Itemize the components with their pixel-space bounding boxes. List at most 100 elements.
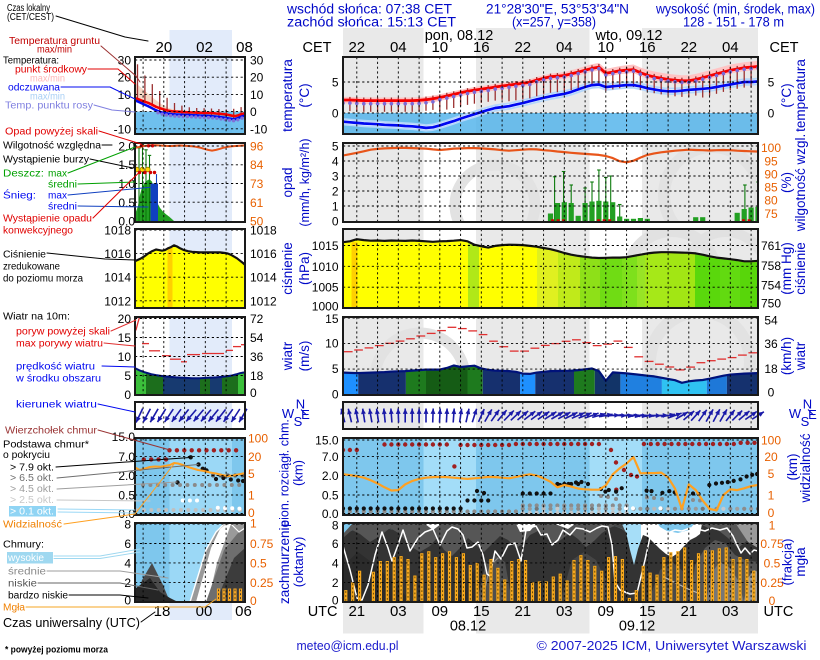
svg-text:0.0: 0.0: [322, 507, 339, 521]
svg-text:Temperatura:: Temperatura:: [3, 56, 59, 67]
svg-text:2.0: 2.0: [118, 140, 135, 154]
svg-text:konwekcyjnego: konwekcyjnego: [3, 226, 73, 237]
svg-text:6: 6: [332, 537, 339, 551]
svg-text:1: 1: [248, 489, 255, 503]
svg-text:20: 20: [156, 39, 173, 56]
svg-text:0: 0: [768, 386, 775, 400]
svg-text:90: 90: [764, 168, 778, 182]
svg-text:zachód słońca: 15:13 CET: zachód słońca: 15:13 CET: [287, 15, 456, 30]
svg-text:0: 0: [250, 594, 257, 608]
svg-text:8: 8: [332, 519, 339, 533]
svg-text:(°C): (°C): [297, 83, 312, 107]
svg-text:3: 3: [332, 170, 339, 184]
svg-text:36: 36: [250, 350, 264, 364]
svg-text:0: 0: [250, 386, 257, 400]
svg-text:0.75: 0.75: [250, 537, 274, 551]
svg-text:N: N: [296, 396, 305, 411]
svg-text:15: 15: [118, 331, 132, 345]
svg-text:wysokość (min, środek, max): wysokość (min, środek, max): [655, 2, 815, 17]
svg-text:54: 54: [764, 313, 778, 327]
svg-text:0.5: 0.5: [764, 557, 781, 571]
svg-text:30: 30: [118, 54, 132, 68]
svg-text:0: 0: [124, 388, 131, 402]
svg-text:10: 10: [597, 39, 614, 56]
svg-text:08: 08: [236, 39, 253, 56]
svg-text:4: 4: [124, 556, 131, 570]
svg-text:widzialność: widzialność: [798, 433, 813, 503]
svg-text:Deszcz:: Deszcz:: [3, 169, 44, 180]
svg-text:-10: -10: [114, 122, 132, 136]
svg-text:7.0: 7.0: [322, 450, 339, 464]
svg-text:20: 20: [248, 450, 262, 464]
svg-text:6: 6: [124, 537, 131, 551]
svg-text:prędkość wiatru: prędkość wiatru: [16, 362, 95, 373]
svg-text:0: 0: [248, 506, 255, 520]
svg-text:02: 02: [196, 39, 213, 56]
svg-text:0: 0: [250, 105, 257, 119]
svg-text:max/min: max/min: [37, 45, 72, 56]
svg-text:Ciśnienie: Ciśnienie: [3, 250, 46, 261]
svg-text:wiatr: wiatr: [280, 341, 295, 371]
svg-text:5: 5: [768, 76, 775, 90]
svg-text:54: 54: [250, 331, 264, 345]
svg-text:Temp. punktu rosy: Temp. punktu rosy: [5, 101, 93, 112]
svg-text:128 - 151 - 178 m: 128 - 151 - 178 m: [683, 15, 784, 30]
svg-text:temperatura: temperatura: [280, 59, 295, 132]
svg-text:> 4.5 okt.: > 4.5 okt.: [10, 484, 54, 495]
svg-text:09.12: 09.12: [619, 619, 655, 635]
svg-text:03: 03: [722, 603, 739, 620]
svg-text:(hPa): (hPa): [297, 252, 312, 285]
svg-text:15: 15: [473, 603, 490, 620]
svg-text:meteo@icm.edu.pl: meteo@icm.edu.pl: [297, 638, 399, 653]
svg-text:754: 754: [761, 279, 781, 293]
svg-text:10: 10: [250, 88, 264, 102]
svg-text:(x=257, y=358): (x=257, y=358): [512, 15, 596, 30]
svg-text:średni: średni: [48, 202, 77, 213]
svg-text:0.0: 0.0: [118, 507, 135, 521]
svg-text:W: W: [282, 406, 295, 421]
svg-text:5: 5: [124, 369, 131, 383]
svg-text:punkt środkowy: punkt środkowy: [15, 65, 87, 76]
svg-text:1018: 1018: [104, 224, 131, 238]
svg-text:Wystąpienie opadu: Wystąpienie opadu: [3, 214, 92, 225]
svg-text:761: 761: [761, 239, 781, 253]
svg-text:średni: średni: [48, 180, 77, 191]
svg-text:odczuwana: odczuwana: [8, 83, 60, 94]
svg-text:1000: 1000: [312, 300, 339, 314]
svg-text:zredukowane: zredukowane: [3, 262, 60, 273]
svg-text:0: 0: [332, 215, 339, 229]
svg-text:> 6.5 okt.: > 6.5 okt.: [10, 473, 54, 484]
svg-text:1: 1: [769, 519, 776, 533]
svg-text:15.0: 15.0: [315, 434, 339, 448]
svg-text:0.5: 0.5: [118, 489, 135, 503]
svg-text:1005: 1005: [312, 281, 339, 295]
svg-text:72: 72: [250, 312, 264, 326]
svg-text:5: 5: [248, 467, 255, 481]
svg-text:(km): (km): [291, 460, 306, 486]
svg-text:04: 04: [390, 39, 407, 56]
svg-text:0: 0: [124, 594, 131, 608]
svg-text:2.0: 2.0: [118, 469, 135, 483]
svg-text:1012: 1012: [250, 294, 277, 308]
svg-text:03: 03: [556, 603, 573, 620]
svg-text:temperatura: temperatura: [793, 59, 808, 132]
svg-text:5: 5: [332, 140, 339, 154]
svg-text:100: 100: [248, 432, 268, 446]
svg-text:max: max: [48, 191, 67, 202]
svg-text:opad: opad: [280, 167, 295, 197]
svg-text:21°28'30"E, 53°53'34"N: 21°28'30"E, 53°53'34"N: [486, 2, 629, 17]
svg-text:wschód słońca: 07:38 CET: wschód słońca: 07:38 CET: [286, 2, 452, 17]
svg-text:Temperatura gruntu: Temperatura gruntu: [9, 36, 100, 47]
svg-text:100: 100: [761, 434, 781, 448]
svg-text:1: 1: [250, 517, 257, 531]
svg-text:zachmurzenie: zachmurzenie: [277, 520, 292, 604]
svg-text:21: 21: [348, 603, 365, 620]
svg-text:Opad powyżej skali: Opad powyżej skali: [5, 127, 98, 138]
svg-text:4: 4: [332, 556, 339, 570]
svg-text:(CET/CEST): (CET/CEST): [7, 12, 54, 23]
svg-text:* powyżej poziomu morza: * powyżej poziomu morza: [5, 645, 109, 656]
svg-text:15: 15: [325, 312, 339, 326]
svg-text:22: 22: [680, 39, 697, 56]
svg-text:Chmury:: Chmury:: [3, 539, 44, 550]
svg-text:UTC: UTC: [308, 604, 338, 620]
